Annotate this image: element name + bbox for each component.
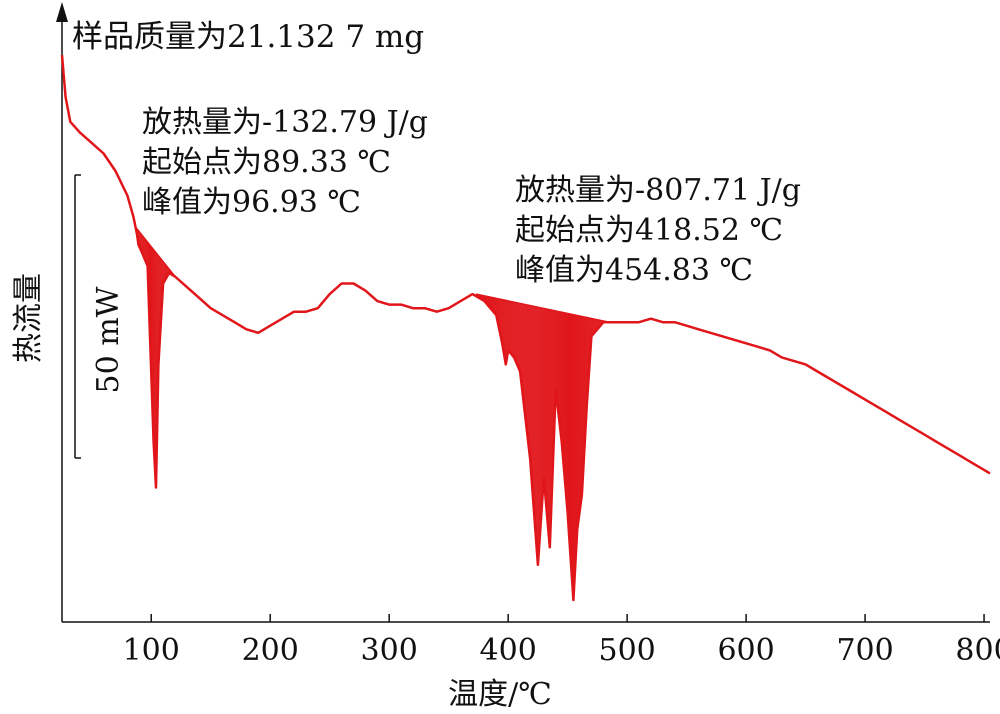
annotation-peak-2: 放热量为-807.71 J/g 起始点为418.52 ℃ 峰值为454.83 ℃: [515, 173, 801, 288]
peak-baseline-2: [475, 293, 610, 323]
annotation-1-line-2: 起始点为89.33 ℃: [142, 145, 391, 180]
annotation-peak-1: 放热量为-132.79 J/g 起始点为89.33 ℃ 峰值为96.93 ℃: [142, 105, 428, 220]
x-tick-label: 600: [717, 633, 774, 668]
x-tick-label: 800: [955, 633, 1000, 668]
annotation-2-line-3: 峰值为454.83 ℃: [515, 253, 753, 288]
x-ticks: 100 200 300 400 500 600 700 800: [123, 614, 1000, 668]
x-tick-label: 500: [598, 633, 655, 668]
x-tick-label: 100: [123, 633, 180, 668]
curve-layer: [60, 54, 991, 602]
chart-title: 样品质量为21.132 7 mg: [72, 19, 424, 55]
y-axis-arrow: [56, 2, 68, 22]
x-tick-label: 700: [836, 633, 893, 668]
peak-fills: [135, 226, 610, 599]
annotation-1-line-3: 峰值为96.93 ℃: [142, 185, 361, 220]
x-tick-label: 200: [242, 633, 299, 668]
x-tick-label: 400: [480, 633, 537, 668]
x-tick-label: 300: [361, 633, 418, 668]
heat-flow-curve: [60, 54, 991, 602]
x-axis-label: 温度/℃: [448, 677, 552, 712]
scale-bar-label: 50 mW: [91, 286, 126, 393]
annotation-2-line-2: 起始点为418.52 ℃: [515, 213, 783, 248]
peak-baseline-1: [135, 226, 176, 277]
annotation-1-line-1: 放热量为-132.79 J/g: [142, 105, 428, 140]
scale-bar: [74, 174, 81, 459]
annotation-2-line-1: 放热量为-807.71 J/g: [515, 173, 801, 208]
y-axis-label: 热流量: [11, 273, 46, 363]
